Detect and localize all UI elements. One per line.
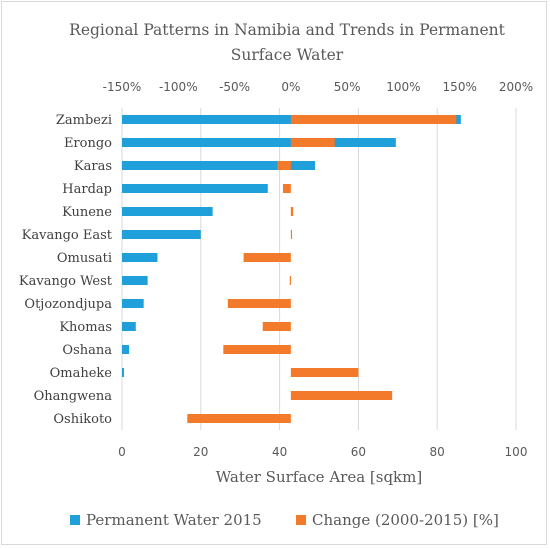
bar-change (290, 368, 359, 377)
x-axis-title: Water Surface Area [sqkm] (216, 468, 422, 486)
x-top-tick-label: -50% (219, 80, 250, 94)
x-top-tick-label: 0% (281, 80, 300, 94)
bar-change (243, 253, 291, 262)
category-labels: Zambezi Erongo Karas Hardap Kunene Kavango Ea… (19, 113, 113, 427)
category-label: Zambezi (56, 113, 112, 128)
bar-permanent-water (122, 299, 144, 308)
x-bottom-tick-label: 40 (272, 445, 287, 459)
x-bottom-tick-label: 20 (193, 445, 208, 459)
bar-permanent-water (122, 230, 201, 239)
category-label: Kavango East (22, 228, 113, 243)
bar-permanent-water (122, 184, 268, 193)
bar-change (290, 391, 393, 400)
category-label: Omaheke (50, 366, 113, 381)
legend: Permanent Water 2015 Change (2000-2015) … (70, 511, 499, 529)
series-permanent-water (122, 115, 461, 377)
bar-change (290, 230, 293, 239)
bar-permanent-water (122, 207, 213, 216)
x-bottom-tick-label: 60 (351, 445, 366, 459)
x-bottom-tick-label: 0 (118, 445, 126, 459)
chart-title-line-1: Regional Patterns in Namibia and Trends … (69, 21, 505, 39)
category-label: Oshikoto (53, 412, 112, 427)
bar-permanent-water (122, 322, 136, 331)
series-change (187, 115, 457, 423)
legend-swatch-change (296, 515, 306, 525)
bar-change (223, 345, 291, 354)
bar-change (290, 115, 457, 124)
category-label: Omusati (57, 251, 112, 266)
bar-permanent-water (122, 345, 130, 354)
bar-change (227, 299, 291, 308)
bar-permanent-water (122, 138, 396, 147)
category-label: Karas (74, 159, 112, 174)
bar-change (282, 184, 291, 193)
category-label: Kunene (62, 205, 112, 220)
category-label: Ohangwena (34, 389, 113, 404)
x-bottom-tick-label: 80 (430, 445, 445, 459)
category-label: Hardap (62, 182, 112, 197)
bar-permanent-water (122, 253, 158, 262)
gridlines (121, 108, 517, 430)
x-top-tick-label: 200% (499, 80, 533, 94)
x-top-tick-label: 150% (443, 80, 477, 94)
bar-change (290, 207, 294, 216)
top-axis-ticks: -150% -100% -50% 0% 50% 100% 150% 200% (103, 80, 533, 94)
chart-title-line-2: Surface Water (231, 46, 344, 64)
bar-change (277, 161, 291, 170)
bar-change (187, 414, 291, 423)
category-label: Otjozondjupa (24, 297, 112, 312)
legend-swatch-permanent-water (70, 515, 80, 525)
category-label: Erongo (64, 136, 112, 151)
bar-permanent-water (122, 276, 148, 285)
legend-label-permanent-water: Permanent Water 2015 (86, 511, 262, 529)
category-label: Kavango West (19, 274, 113, 289)
category-label: Oshana (62, 343, 112, 358)
legend-label-change: Change (2000-2015) [%] (312, 511, 499, 529)
bar-permanent-water (122, 368, 124, 377)
bar-change (289, 276, 291, 285)
bottom-axis-ticks: 0 20 40 60 80 100 (118, 445, 527, 459)
x-top-tick-label: 100% (386, 80, 420, 94)
bar-change (262, 322, 291, 331)
x-top-tick-label: -150% (103, 80, 142, 94)
bar-permanent-water (122, 161, 316, 170)
x-top-tick-label: -100% (159, 80, 198, 94)
category-label: Khomas (59, 320, 112, 335)
x-bottom-tick-label: 100 (505, 445, 528, 459)
x-top-tick-label: 50% (334, 80, 361, 94)
bar-change (290, 138, 335, 147)
